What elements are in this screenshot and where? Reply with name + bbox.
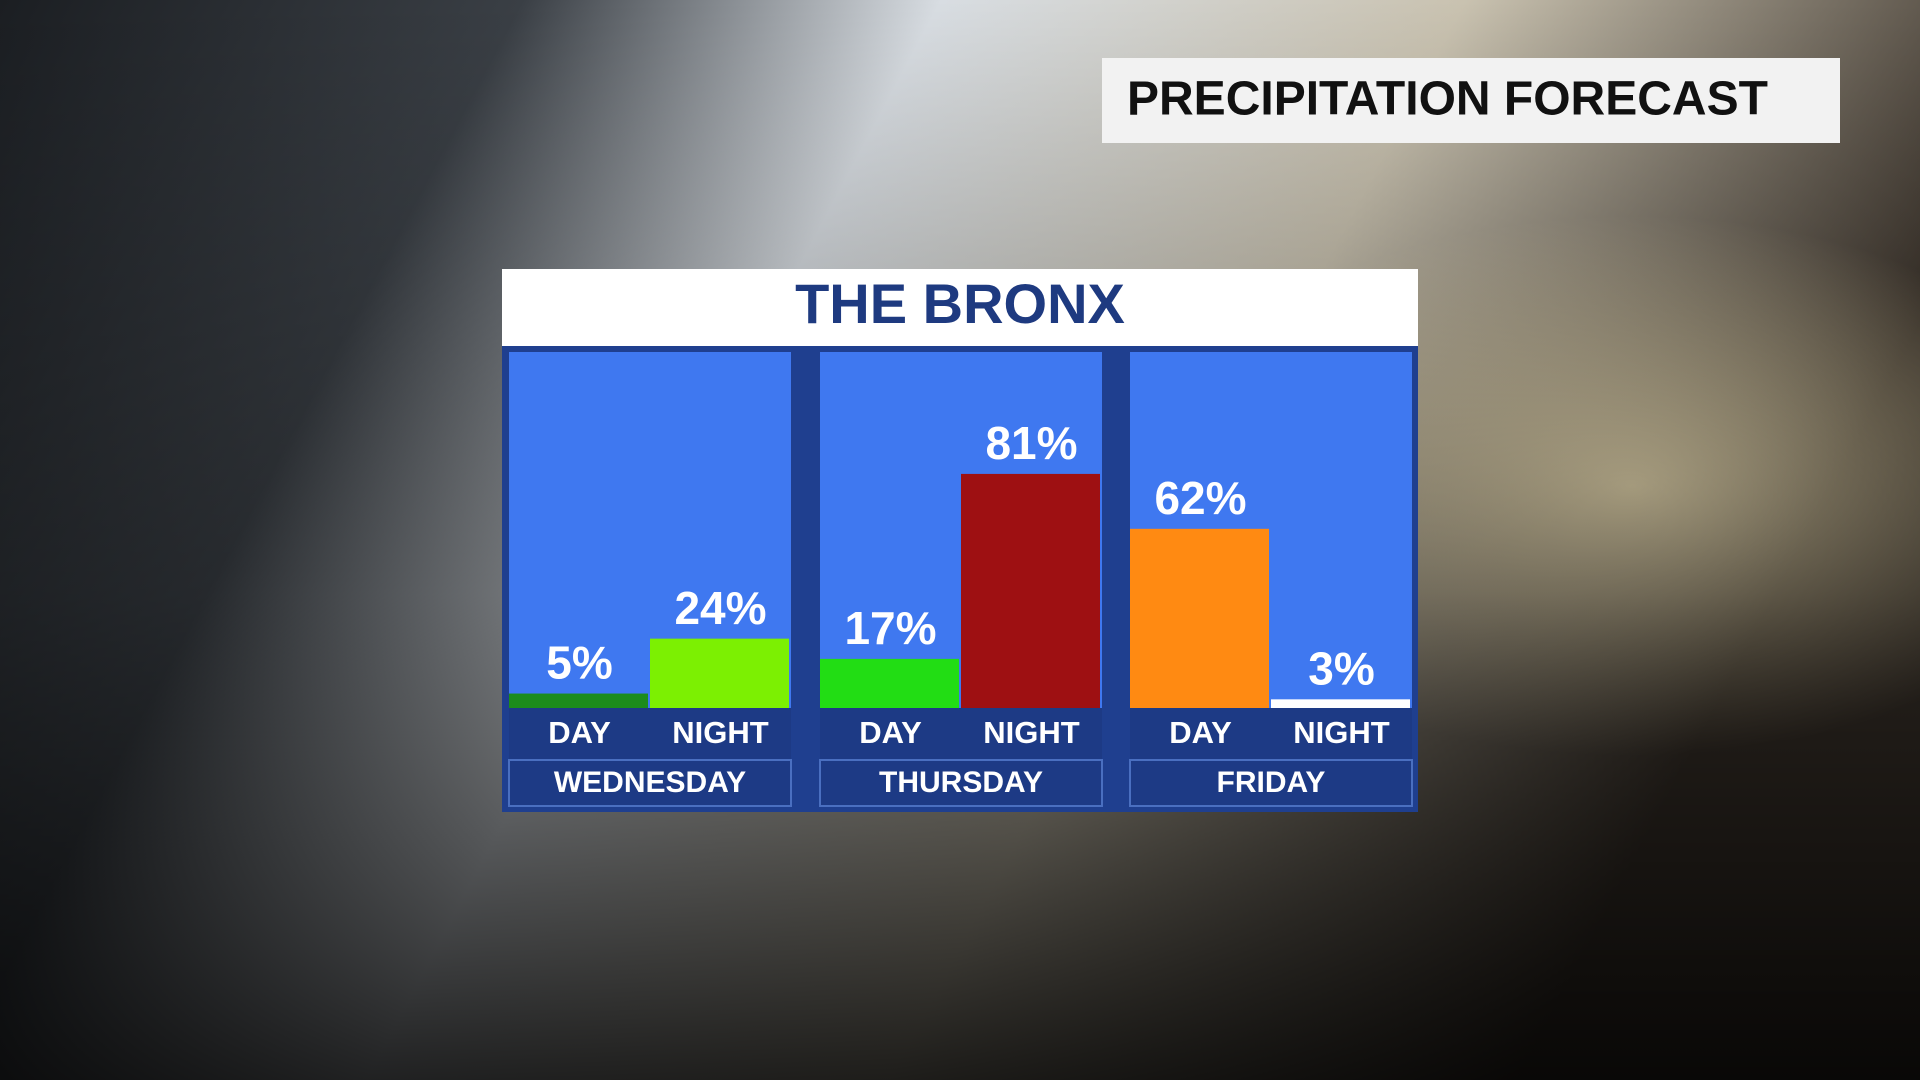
value-label: 3%: [1308, 642, 1374, 694]
series-label: DAY: [859, 715, 922, 750]
bar: [509, 693, 648, 708]
bar: [820, 658, 959, 708]
bar: [961, 473, 1100, 708]
series-label: NIGHT: [983, 715, 1080, 750]
day-row: [1129, 759, 1413, 807]
header-title: PRECIPITATION FORECAST: [1127, 73, 1768, 126]
bar: [1271, 699, 1410, 708]
category-label: FRIDAY: [1217, 766, 1326, 799]
value-label: 24%: [674, 582, 766, 634]
label-row: [820, 708, 1102, 760]
label-row: [509, 708, 791, 760]
label-row: [1130, 708, 1412, 760]
category-label: THURSDAY: [879, 766, 1043, 799]
value-label: 62%: [1154, 472, 1246, 524]
series-label: NIGHT: [672, 715, 769, 750]
series-label: DAY: [548, 715, 611, 750]
bar: [650, 638, 789, 708]
series-label: NIGHT: [1293, 715, 1390, 750]
value-label: 17%: [844, 602, 936, 654]
day-row: [819, 759, 1103, 807]
category-label: WEDNESDAY: [554, 766, 746, 799]
day-row: [508, 759, 792, 807]
series-label: DAY: [1169, 715, 1232, 750]
value-label: 5%: [546, 637, 612, 689]
header-banner: [1102, 58, 1840, 143]
plot: WEDNESDAY 5% DAY 24% NIGHT THURSDAY 17% DAY 81% N…: [508, 352, 1413, 807]
value-label: 81%: [985, 417, 1077, 469]
bar: [1130, 528, 1269, 708]
chart-title: THE BRONX: [795, 272, 1125, 335]
title-box: [502, 269, 1418, 346]
